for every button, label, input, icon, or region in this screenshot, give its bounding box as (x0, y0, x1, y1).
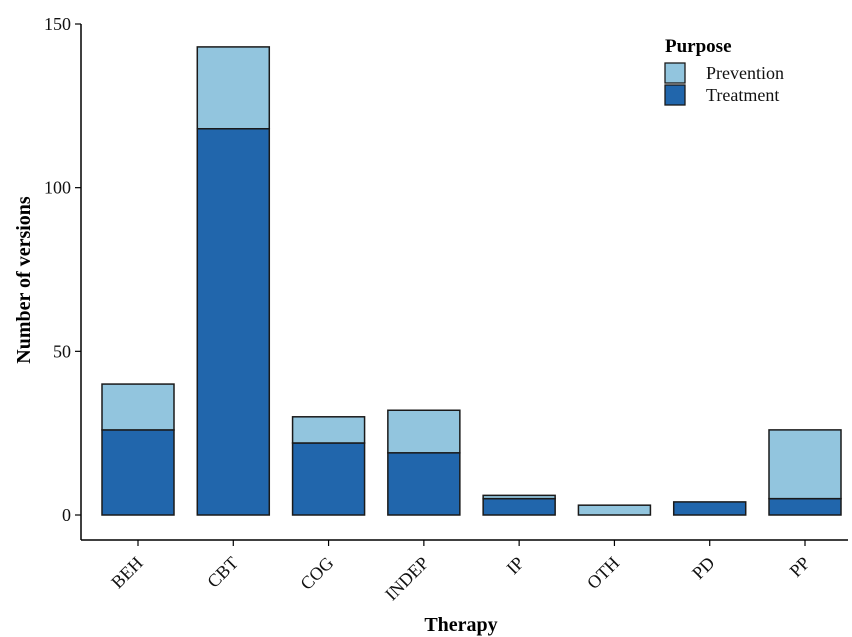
x-tick-label-pp: PP (786, 553, 814, 581)
legend-title: Purpose (665, 36, 732, 57)
bar-oth-prevention (577, 504, 652, 516)
bar-cog-treatment (291, 442, 366, 516)
legend-swatch-treatment (664, 84, 686, 106)
bar-beh-treatment (101, 429, 175, 516)
legend-label-prevention: Prevention (706, 63, 784, 83)
x-tick-label-cog: COG (296, 553, 337, 594)
bar-cbt-prevention (196, 46, 271, 130)
bar-beh-prevention (101, 383, 175, 431)
x-axis-title: Therapy (424, 614, 497, 636)
bar-cbt-treatment (196, 127, 271, 516)
x-tick-label-beh: BEH (107, 553, 147, 593)
x-tick-label-indep: INDEP (381, 553, 433, 605)
bar-indep-prevention (387, 409, 461, 454)
y-tick-label: 0 (62, 505, 71, 525)
bar-indep-treatment (387, 452, 461, 516)
y-tick-label: 50 (53, 341, 71, 361)
bars-layer (101, 46, 842, 516)
y-tick-label: 100 (44, 178, 71, 198)
bar-ip-treatment (482, 497, 556, 516)
bar-pp-prevention (768, 429, 842, 500)
legend-swatch-prevention (664, 62, 686, 84)
bar-pp-treatment (768, 497, 842, 516)
x-tick-label-pd: PD (688, 553, 718, 583)
y-tick-label: 150 (44, 14, 71, 34)
x-tick-label-oth: OTH (583, 553, 623, 593)
y-axis-title: Number of versions (13, 196, 35, 364)
bar-cog-prevention (291, 416, 366, 444)
x-tick-label-cbt: CBT (203, 553, 242, 592)
x-tick-label-ip: IP (503, 553, 528, 578)
y-axis: 0 50 100 150 (44, 14, 82, 540)
bar-ip-prevention (482, 494, 556, 500)
legend-label-treatment: Treatment (706, 85, 779, 105)
bar-pd-treatment (672, 501, 747, 516)
x-axis: BEH CBT COG INDEP IP OTH PD PP (81, 539, 848, 605)
